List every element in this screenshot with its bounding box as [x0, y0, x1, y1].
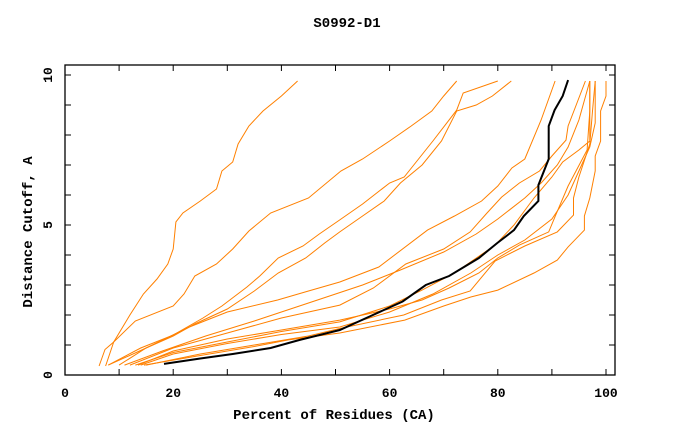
x-tick-label: 80	[490, 386, 506, 401]
series-line-model-4	[118, 80, 512, 366]
series-line-model-12	[124, 80, 591, 366]
y-tick-label: 10	[41, 67, 56, 83]
series-line-model-2	[105, 80, 458, 367]
x-axis-label: Percent of Residues (CA)	[233, 408, 435, 424]
x-tick-label: 0	[61, 386, 69, 401]
series-line-model-6	[129, 80, 586, 366]
x-tick-label: 100	[594, 386, 618, 401]
y-axis-label: Distance Cutoff, A	[21, 156, 37, 308]
y-tick-label: 0	[41, 371, 56, 379]
series-line-model-10	[145, 80, 596, 366]
series-line-model-1	[98, 80, 298, 367]
series-line-model-9	[143, 81, 607, 366]
chart-title: S0992-D1	[313, 16, 380, 32]
series-line-model-5	[108, 80, 556, 366]
x-tick-label: 40	[274, 386, 290, 401]
series-line-model-7	[135, 81, 591, 366]
series-line-model-11	[137, 81, 591, 366]
plot-frame	[64, 64, 616, 376]
axes: 0 20 40 60 80 100 0 5 10	[41, 64, 618, 401]
series-layer	[98, 79, 607, 367]
x-tick-label: 60	[382, 386, 398, 401]
y-tick-label: 5	[41, 221, 56, 229]
series-line-model-3	[108, 80, 498, 366]
x-tick-label: 20	[165, 386, 181, 401]
series-line-S0992-D1-highlight	[163, 79, 570, 365]
